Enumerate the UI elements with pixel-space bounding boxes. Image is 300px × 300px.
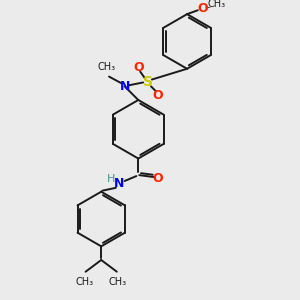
Text: O: O	[197, 2, 208, 15]
Text: H: H	[107, 174, 115, 184]
Text: CH₃: CH₃	[109, 277, 127, 286]
Text: O: O	[152, 88, 163, 102]
Text: CH₃: CH₃	[76, 277, 94, 286]
Text: N: N	[119, 80, 130, 93]
Text: O: O	[152, 172, 163, 184]
Text: S: S	[143, 75, 153, 89]
Text: N: N	[114, 177, 124, 190]
Text: CH₃: CH₃	[97, 62, 115, 72]
Text: O: O	[133, 61, 144, 74]
Text: CH₃: CH₃	[207, 0, 225, 9]
